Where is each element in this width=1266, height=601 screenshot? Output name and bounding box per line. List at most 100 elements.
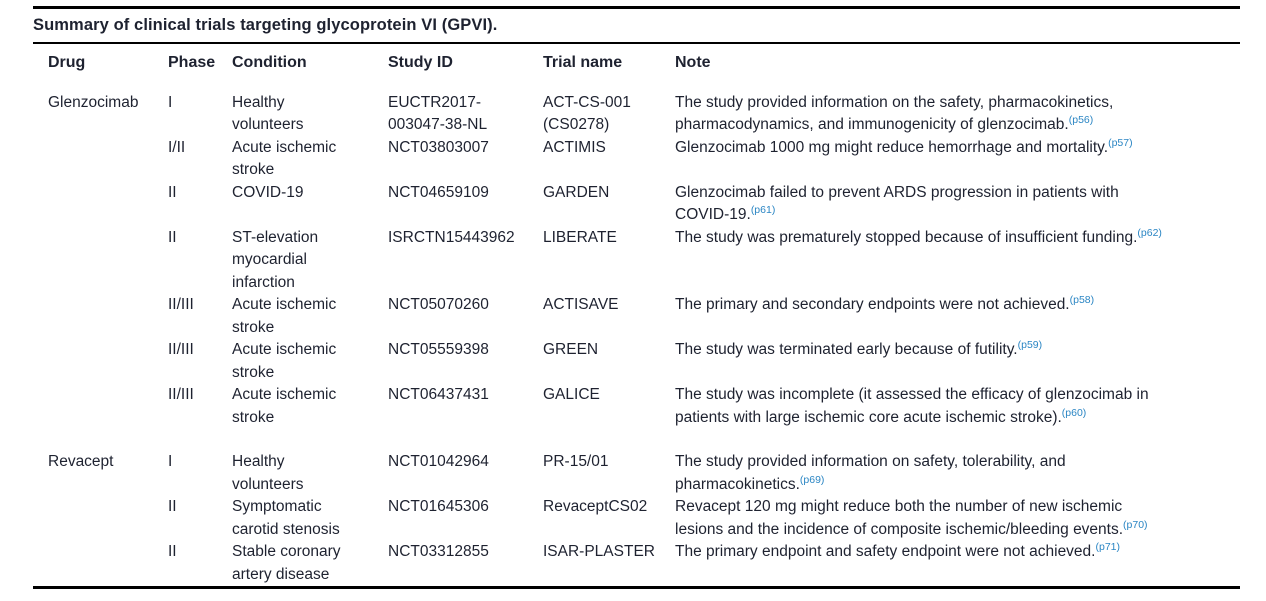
cell-drug (33, 339, 168, 384)
table-header: Drug Phase Condition Study ID Trial name… (33, 44, 1240, 84)
column-header-note: Note (675, 54, 711, 71)
table-row: II/III Acute ischemic stroke NCT05070260… (33, 294, 1240, 339)
group-spacer (33, 429, 1240, 451)
citation-link[interactable]: (p69) (799, 473, 825, 486)
cell-condition: Healthy volunteers (232, 93, 304, 134)
cell-trial-name: ACTISAVE (543, 296, 619, 313)
cell-study-id: EUCTR2017-003047-38-NL (388, 93, 488, 134)
citation-link[interactable]: (p59) (1017, 338, 1043, 351)
note-text: The study was terminated early because o… (675, 341, 1018, 358)
cell-condition: ST-elevation myocardial infarction (232, 228, 319, 291)
cell-phase: II/III (168, 386, 194, 403)
cell-note: The study provided information on the sa… (675, 84, 1240, 137)
cell-phase: II/III (168, 296, 194, 313)
cell-drug: Glenzocimab (48, 93, 139, 111)
note-text: The primary endpoint and safety endpoint… (675, 543, 1096, 560)
cell-condition: Acute ischemic stroke (232, 138, 337, 179)
cell-note: The study was incomplete (it assessed th… (675, 384, 1240, 429)
citation-link[interactable]: (p70) (1123, 518, 1148, 531)
cell-phase: II (168, 183, 177, 201)
cell-note: Revacept 120 mg might reduce both the nu… (675, 496, 1240, 541)
cell-condition: Acute ischemic stroke (232, 296, 337, 336)
citation-link[interactable]: (p56) (1068, 113, 1094, 126)
cell-phase: II/III (168, 341, 194, 358)
cell-trial-name: ISAR-PLASTER (543, 543, 655, 560)
citation-link[interactable]: (p58) (1069, 293, 1095, 306)
cell-drug (33, 137, 168, 182)
cell-drug (33, 541, 168, 586)
cell-note: The study was prematurely stopped becaus… (675, 227, 1240, 295)
cell-note: Glenzocimab failed to prevent ARDS progr… (675, 182, 1240, 227)
title-rule (33, 42, 1240, 44)
note-text: The study was prematurely stopped becaus… (675, 228, 1138, 246)
cell-drug (33, 227, 168, 295)
cell-trial-name: PR-15/01 (543, 453, 609, 470)
cell-study-id: NCT05559398 (388, 341, 489, 358)
cell-phase: I (168, 453, 173, 470)
citation-link[interactable]: (p61) (750, 203, 776, 216)
clinical-trials-table: Summary of clinical trials targeting gly… (33, 6, 1240, 589)
note-text: Revacept 120 mg might reduce both the nu… (675, 498, 1124, 538)
column-header-phase: Phase (168, 54, 216, 71)
citation-link[interactable]: (p71) (1095, 540, 1120, 553)
cell-phase: I/II (168, 138, 186, 156)
cell-study-id: NCT01042964 (388, 453, 489, 470)
cell-trial-name: LIBERATE (543, 228, 617, 246)
cell-phase: II (168, 543, 177, 560)
note-text: Glenzocimab failed to prevent ARDS progr… (675, 183, 1119, 224)
cell-drug: Revacept (48, 453, 114, 470)
citation-link[interactable]: (p60) (1061, 406, 1087, 419)
cell-study-id: NCT03312855 (388, 543, 489, 560)
note-text: The study was incomplete (it assessed th… (675, 386, 1149, 426)
trials-table: Drug Phase Condition Study ID Trial name… (33, 44, 1240, 586)
cell-trial-name: GALICE (543, 386, 600, 403)
cell-note: Glenzocimab 1000 mg might reduce hemorrh… (675, 137, 1240, 182)
table-row: II Stable coronary artery disease NCT033… (33, 541, 1240, 586)
note-text: The study provided information on safety… (675, 453, 1066, 493)
cell-drug (33, 294, 168, 339)
column-header-trial-name: Trial name (543, 54, 623, 71)
table-row: II COVID-19 NCT04659109 GARDEN Glenzocim… (33, 182, 1240, 227)
cell-trial-name: ACT-CS-001 (CS0278) (543, 93, 631, 134)
cell-trial-name: GARDEN (543, 183, 610, 201)
cell-condition: Symptomatic carotid stenosis (232, 498, 340, 538)
citation-link[interactable]: (p62) (1137, 226, 1162, 239)
top-rule (33, 6, 1240, 9)
column-header-condition: Condition (232, 54, 307, 71)
cell-note: The study provided information on safety… (675, 451, 1240, 496)
note-text: The study provided information on the sa… (675, 93, 1114, 134)
cell-note: The primary and secondary endpoints were… (675, 294, 1240, 339)
header-row: Drug Phase Condition Study ID Trial name… (33, 44, 1240, 84)
citation-link[interactable]: (p57) (1108, 136, 1133, 149)
bottom-rule (33, 586, 1240, 589)
cell-phase: I (168, 93, 173, 111)
cell-condition: Stable coronary artery disease (232, 543, 341, 583)
cell-study-id: NCT06437431 (388, 386, 489, 403)
cell-drug (33, 496, 168, 541)
cell-phase: II (168, 498, 177, 515)
group-spacer-row (33, 429, 1240, 451)
cell-study-id: NCT04659109 (388, 183, 489, 201)
cell-condition: COVID-19 (232, 183, 304, 201)
cell-phase: II (168, 228, 177, 246)
cell-condition: Acute ischemic stroke (232, 386, 337, 426)
note-text: The primary and secondary endpoints were… (675, 296, 1070, 313)
table-title: Summary of clinical trials targeting gly… (33, 16, 498, 34)
table-row: II ST-elevation myocardial infarction IS… (33, 227, 1240, 295)
column-header-drug: Drug (48, 54, 86, 71)
table-row: Revacept I Healthy volunteers NCT0104296… (33, 451, 1240, 496)
table-row: II/III Acute ischemic stroke NCT06437431… (33, 384, 1240, 429)
cell-study-id: NCT01645306 (388, 498, 489, 515)
table-row: II Symptomatic carotid stenosis NCT01645… (33, 496, 1240, 541)
table-row: Glenzocimab I Healthy volunteers EUCTR20… (33, 84, 1240, 137)
cell-drug (33, 182, 168, 227)
cell-drug (33, 384, 168, 429)
cell-study-id: NCT03803007 (388, 138, 489, 156)
table-row: I/II Acute ischemic stroke NCT03803007 A… (33, 137, 1240, 182)
cell-condition: Acute ischemic stroke (232, 341, 337, 381)
column-header-study-id: Study ID (388, 54, 453, 71)
note-text: Glenzocimab 1000 mg might reduce hemorrh… (675, 138, 1109, 156)
cell-study-id: NCT05070260 (388, 296, 489, 313)
cell-condition: Healthy volunteers (232, 453, 304, 493)
cell-trial-name: ACTIMIS (543, 138, 606, 156)
